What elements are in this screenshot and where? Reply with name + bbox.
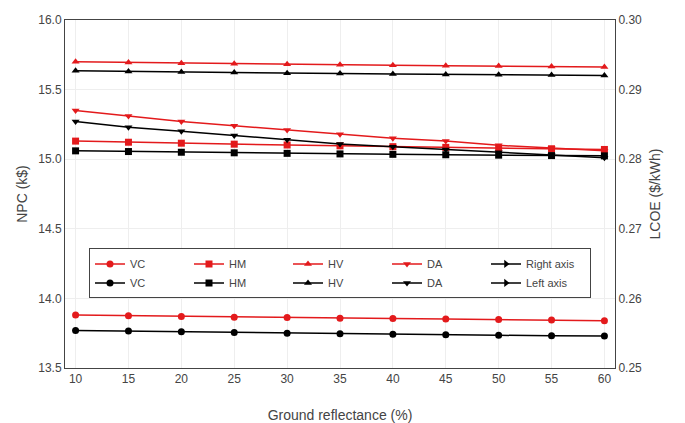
svg-text:0.28: 0.28 (618, 152, 642, 166)
svg-text:14.0: 14.0 (38, 292, 62, 306)
svg-text:50: 50 (492, 372, 506, 386)
svg-text:0.29: 0.29 (618, 83, 642, 97)
svg-text:0.25: 0.25 (618, 361, 642, 375)
svg-text:HV: HV (328, 277, 344, 289)
svg-text:HM: HM (229, 258, 246, 270)
svg-text:0.26: 0.26 (618, 292, 642, 306)
svg-text:HV: HV (328, 258, 344, 270)
svg-text:60: 60 (598, 372, 612, 386)
svg-text:HM: HM (229, 277, 246, 289)
svg-text:Ground reflectance (%): Ground reflectance (%) (268, 407, 413, 423)
svg-text:25: 25 (228, 372, 242, 386)
svg-text:15.5: 15.5 (38, 83, 62, 97)
svg-text:NPC (k$): NPC (k$) (14, 165, 30, 223)
svg-text:10: 10 (69, 372, 83, 386)
svg-text:LCOE ($/kWh): LCOE ($/kWh) (647, 148, 663, 239)
svg-text:20: 20 (175, 372, 189, 386)
svg-text:15.0: 15.0 (38, 152, 62, 166)
svg-text:Right axis: Right axis (526, 258, 575, 270)
svg-text:55: 55 (545, 372, 559, 386)
svg-text:Left axis: Left axis (526, 277, 567, 289)
svg-text:45: 45 (439, 372, 453, 386)
svg-text:DA: DA (427, 258, 443, 270)
svg-text:0.27: 0.27 (618, 222, 642, 236)
svg-text:0.30: 0.30 (618, 13, 642, 27)
svg-text:13.5: 13.5 (38, 361, 62, 375)
svg-text:14.5: 14.5 (38, 222, 62, 236)
svg-text:16.0: 16.0 (38, 13, 62, 27)
svg-text:VC: VC (130, 277, 145, 289)
svg-text:VC: VC (130, 258, 145, 270)
svg-text:30: 30 (280, 372, 294, 386)
svg-text:40: 40 (386, 372, 400, 386)
svg-text:DA: DA (427, 277, 443, 289)
svg-text:15: 15 (122, 372, 136, 386)
svg-text:35: 35 (333, 372, 347, 386)
